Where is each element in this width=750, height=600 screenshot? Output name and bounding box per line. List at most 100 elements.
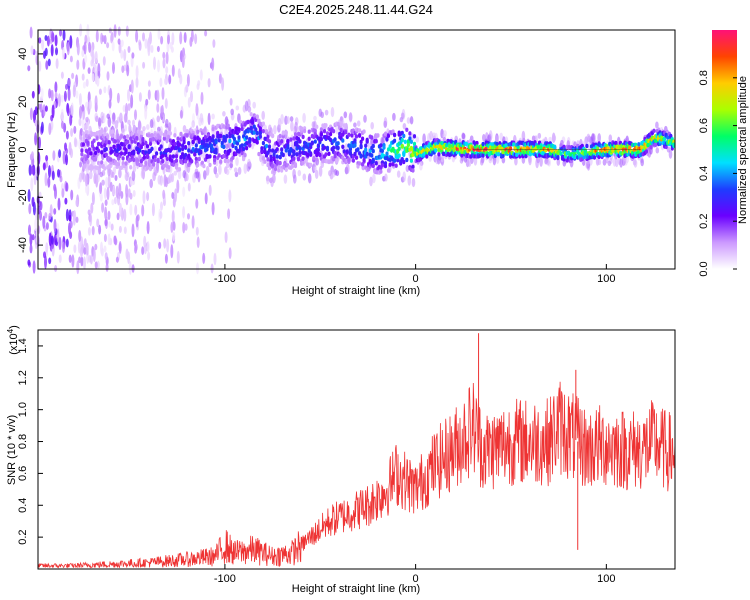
- signal-cell: [86, 140, 90, 146]
- signal-cell: [81, 131, 85, 136]
- signal-cell: [223, 138, 227, 143]
- noise-cell: [47, 58, 51, 67]
- signal-cell: [104, 147, 108, 152]
- clutter-cell: [114, 119, 119, 130]
- signal-cell: [298, 139, 302, 144]
- signal-cell: [405, 127, 409, 132]
- clutter-cell: [612, 157, 617, 167]
- clutter-cell: [211, 113, 215, 120]
- noise-cell: [58, 254, 62, 263]
- noise-cell: [156, 45, 160, 53]
- signal-cell: [329, 159, 333, 164]
- signal-cell: [255, 114, 259, 119]
- signal-cell: [536, 144, 540, 149]
- noise-cell: [31, 151, 34, 160]
- signal-cell: [582, 154, 586, 160]
- clutter-cell: [607, 160, 612, 167]
- signal-cell: [148, 141, 153, 146]
- noise-cell: [161, 87, 165, 100]
- signal-cell: [379, 143, 383, 148]
- clutter-cell: [552, 134, 557, 142]
- signal-cell: [181, 143, 185, 148]
- clutter-cell: [297, 169, 302, 177]
- signal-cell: [380, 163, 384, 168]
- clutter-cell: [405, 164, 410, 173]
- noise-cell: [120, 49, 124, 59]
- colorbar-gradient: [712, 30, 737, 269]
- noise-cell: [104, 219, 108, 227]
- signal-cell: [319, 136, 323, 142]
- signal-cell: [319, 132, 323, 137]
- noise-cell: [38, 60, 42, 72]
- signal-cell: [202, 128, 206, 133]
- noise-cell: [34, 106, 38, 116]
- noise-cell: [76, 59, 80, 70]
- noise-cell: [96, 76, 100, 87]
- signal-cell: [280, 147, 284, 152]
- noise-cell: [189, 36, 193, 47]
- clutter-cell: [406, 117, 411, 124]
- noise-cell: [29, 26, 33, 39]
- noise-cell: [115, 256, 119, 263]
- signal-cell: [408, 136, 412, 141]
- clutter-cell: [149, 178, 153, 189]
- noise-cell: [54, 34, 58, 47]
- signal-cell: [226, 123, 230, 128]
- clutter-cell: [294, 121, 298, 133]
- noise-cell: [160, 35, 164, 45]
- y-tick-label: 20: [17, 96, 29, 108]
- snr-y-ticks: 0.2 0.4 0.6 0.8 1.0 1.2 1.4: [17, 338, 43, 545]
- noise-cell: [84, 54, 88, 64]
- noise-cell: [90, 59, 94, 67]
- signal-cell: [226, 159, 230, 164]
- clutter-cell: [343, 111, 348, 119]
- noise-cell: [81, 104, 85, 112]
- clutter-cell: [215, 173, 219, 179]
- noise-cell: [163, 174, 167, 188]
- signal-cell: [249, 112, 253, 117]
- noise-cell: [91, 73, 95, 82]
- signal-cell: [309, 151, 313, 156]
- noise-cell: [62, 29, 66, 41]
- noise-cell: [147, 42, 151, 57]
- signal-cell: [255, 130, 259, 136]
- clutter-cell: [409, 116, 414, 125]
- signal-cell: [275, 159, 279, 164]
- signal-cell: [92, 146, 96, 151]
- signal-cell: [194, 156, 198, 162]
- noise-cell: [118, 225, 122, 233]
- signal-cell: [405, 157, 409, 163]
- clutter-cell: [562, 159, 567, 167]
- signal-cell: [386, 168, 391, 173]
- signal-cell: [475, 140, 479, 146]
- signal-cell: [374, 161, 378, 166]
- colorbar-tick-label: 0.8: [698, 70, 710, 85]
- noise-cell: [117, 38, 121, 45]
- signal-cell: [181, 146, 185, 152]
- signal-cell: [214, 147, 218, 152]
- signal-cell: [292, 136, 296, 141]
- noise-cell: [47, 176, 51, 188]
- clutter-cell: [192, 173, 196, 184]
- signal-cell: [252, 130, 256, 135]
- noise-cell: [80, 256, 84, 267]
- clutter-cell: [313, 115, 317, 121]
- clutter-cell: [131, 170, 136, 182]
- noise-cell: [87, 227, 91, 236]
- signal-cell: [402, 159, 406, 165]
- signal-cell: [231, 155, 235, 160]
- spectrogram-marks: [27, 23, 676, 275]
- noise-cell: [60, 71, 64, 79]
- signal-cell: [240, 143, 244, 148]
- noise-cell: [212, 39, 216, 48]
- clutter-cell: [539, 156, 543, 167]
- signal-cell: [464, 141, 468, 147]
- y-tick-label: 40: [17, 48, 29, 60]
- noise-cell: [194, 33, 198, 45]
- clutter-cell: [140, 170, 145, 179]
- signal-cell: [161, 159, 165, 164]
- noise-cell: [50, 44, 54, 57]
- noise-cell: [103, 34, 107, 45]
- signal-cell: [187, 141, 191, 146]
- signal-cell: [106, 134, 110, 139]
